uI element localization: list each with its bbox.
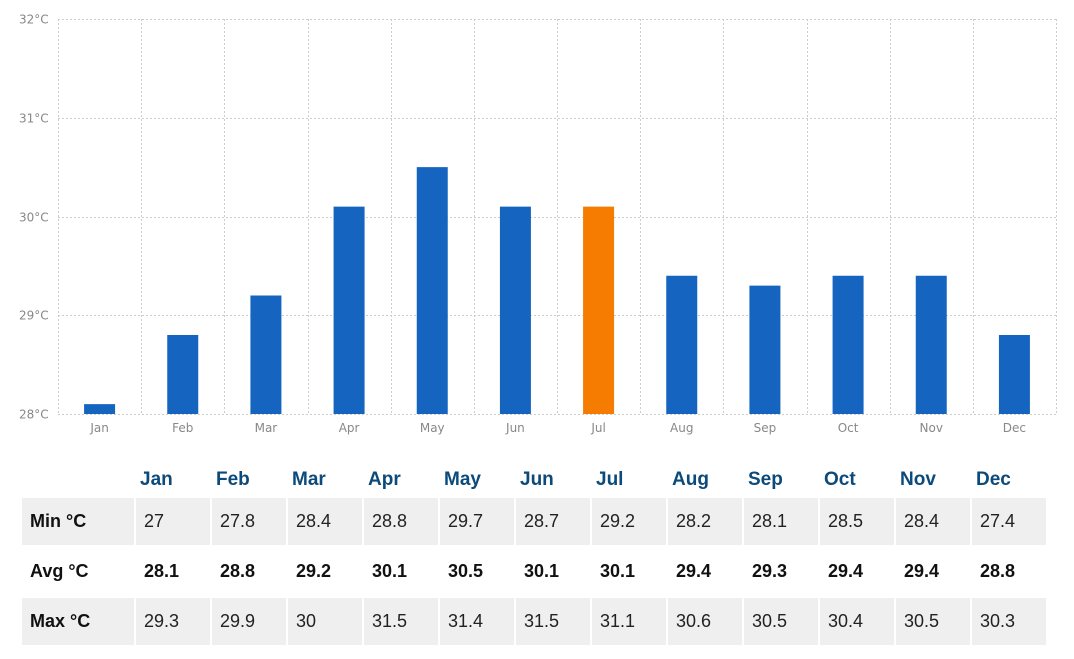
bar-dec xyxy=(998,335,1030,414)
month-header: Mar xyxy=(292,469,326,490)
table-row-max: Max °C 29.3 29.9 30 31.5 31.4 31.5 31.1 … xyxy=(22,598,1046,645)
table-cell: 29.9 xyxy=(212,598,286,645)
x-tick-label: Feb xyxy=(172,421,193,435)
y-tick-label: 28°C xyxy=(19,408,49,422)
table-cell: 27.8 xyxy=(212,498,286,545)
table-row-avg: Avg °C 28.1 28.8 29.2 30.1 30.5 30.1 30.… xyxy=(22,548,1046,595)
row-label: Min °C xyxy=(22,498,134,545)
table-cell: 29.2 xyxy=(296,561,332,581)
header-corner xyxy=(22,463,134,495)
table-cell: 31.5 xyxy=(516,598,590,645)
month-header: Jan xyxy=(140,469,173,490)
table-cell: 30.1 xyxy=(524,561,560,581)
table-cell: 28.7 xyxy=(516,498,590,545)
table-cell: 31.1 xyxy=(592,598,666,645)
y-axis-ticks: 28°C 29°C 30°C 31°C 32°C xyxy=(19,13,49,422)
table-cell: 27.4 xyxy=(972,498,1046,545)
table-cell: 29.3 xyxy=(136,598,210,645)
x-tick-label: Dec xyxy=(1003,421,1026,435)
table-cell: 30.5 xyxy=(448,561,484,581)
month-header: Aug xyxy=(672,469,709,490)
month-header: Sep xyxy=(748,469,783,490)
chart-grid xyxy=(58,19,1057,415)
x-tick-label: Mar xyxy=(255,421,278,435)
table-cell: 27 xyxy=(136,498,210,545)
table-cell: 28.8 xyxy=(220,561,256,581)
x-tick-label: Jul xyxy=(590,421,605,435)
table-header-row: Jan Feb Mar Apr May Jun Jul Aug Sep Oct … xyxy=(22,463,1046,495)
bar-sep xyxy=(749,285,781,414)
bar-apr xyxy=(333,206,365,414)
month-header: Nov xyxy=(900,469,936,490)
table-cell: 29.7 xyxy=(440,498,514,545)
table-cell: 28.2 xyxy=(668,498,742,545)
bar-mar xyxy=(250,295,282,414)
bar-jul xyxy=(583,206,615,414)
table-cell: 29.2 xyxy=(592,498,666,545)
table-cell: 30.5 xyxy=(744,598,818,645)
table-row-min: Min °C 27 27.8 28.4 28.8 29.7 28.7 29.2 … xyxy=(22,498,1046,545)
table-cell: 28.1 xyxy=(144,561,180,581)
table-cell: 29.4 xyxy=(676,561,712,581)
x-tick-label: Aug xyxy=(670,421,693,435)
y-tick-label: 32°C xyxy=(19,13,49,27)
table-cell: 29.3 xyxy=(752,561,788,581)
table-cell: 30.3 xyxy=(972,598,1046,645)
table-cell: 31.4 xyxy=(440,598,514,645)
temperature-bar-chart: 28°C29°C30°C31°C32°C Jan Feb Mar Apr May Jun J… xyxy=(19,13,1057,435)
y-tick-label: 31°C xyxy=(19,112,49,126)
table-cell: 28.4 xyxy=(288,498,362,545)
month-header: Apr xyxy=(368,469,401,490)
bar-may xyxy=(416,167,448,414)
bar-nov xyxy=(915,275,947,414)
month-header: Feb xyxy=(216,469,250,490)
bar-aug xyxy=(666,275,698,414)
table-cell: 29.4 xyxy=(828,561,864,581)
bar-jun xyxy=(499,206,531,414)
x-tick-label: Nov xyxy=(920,421,943,435)
month-header: Jun xyxy=(520,469,554,490)
table-cell: 30.1 xyxy=(372,561,408,581)
x-tick-label: May xyxy=(420,421,445,435)
bar-feb xyxy=(167,335,199,414)
row-label: Avg °C xyxy=(30,561,89,581)
x-tick-label: Jun xyxy=(505,421,525,435)
table-cell: 28.4 xyxy=(896,498,970,545)
table-cell: 30.1 xyxy=(600,561,636,581)
x-axis-ticks: Jan Feb Mar Apr May Jun Jul Aug Sep Oct Nov Dec xyxy=(89,421,1026,435)
month-header: Dec xyxy=(976,469,1011,490)
climate-table: Jan Feb Mar Apr May Jun Jul Aug Sep Oct … xyxy=(20,460,1048,648)
table-cell: 31.5 xyxy=(364,598,438,645)
table-cell: 30.4 xyxy=(820,598,894,645)
table-cell: 28.8 xyxy=(364,498,438,545)
row-label: Max °C xyxy=(22,598,134,645)
x-tick-label: Apr xyxy=(339,421,360,435)
table-cell: 30.6 xyxy=(668,598,742,645)
bar-jan xyxy=(84,404,116,414)
month-header: Oct xyxy=(824,469,856,490)
y-tick-label: 30°C xyxy=(19,211,49,225)
x-tick-label: Oct xyxy=(838,421,859,435)
x-tick-label: Sep xyxy=(754,421,777,435)
bar-oct xyxy=(832,275,864,414)
x-tick-label: Jan xyxy=(89,421,109,435)
table-cell: 30.5 xyxy=(896,598,970,645)
month-header: Jul xyxy=(596,469,624,490)
table-cell: 28.1 xyxy=(744,498,818,545)
table-cell: 29.4 xyxy=(904,561,940,581)
month-header: May xyxy=(444,469,481,490)
chart-bars xyxy=(84,167,1030,414)
table-cell: 28.8 xyxy=(980,561,1016,581)
table-cell: 28.5 xyxy=(820,498,894,545)
table-cell: 30 xyxy=(288,598,362,645)
y-tick-label: 29°C xyxy=(19,309,49,323)
